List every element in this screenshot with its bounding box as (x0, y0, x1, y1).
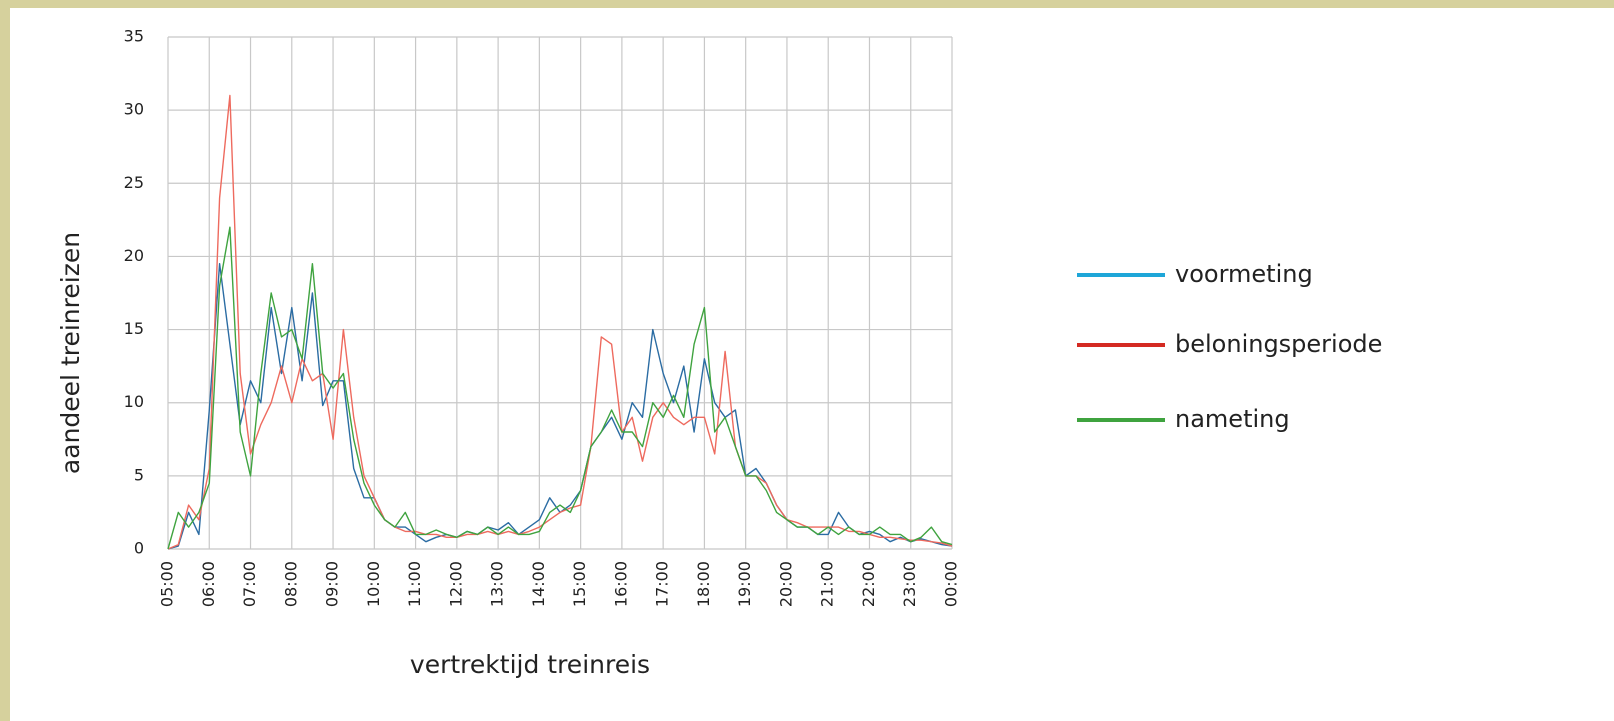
legend-label: nameting (1175, 405, 1290, 433)
x-axis-label: vertrektijd treinreis (410, 650, 650, 679)
y-axis-label: aandeel treinreizen (56, 232, 85, 474)
y-tick-label: 15 (124, 319, 144, 338)
x-tick-label: 12:00 (446, 561, 465, 607)
x-tick-label: 09:00 (323, 561, 342, 607)
x-tick-label: 05:00 (158, 561, 177, 607)
legend-label: voormeting (1175, 260, 1313, 288)
x-tick-label: 06:00 (199, 561, 218, 607)
legend-label: beloningsperiode (1175, 330, 1382, 358)
data-line (167, 94, 953, 550)
y-tick-label: 30 (124, 100, 144, 119)
x-tick-label: 15:00 (570, 561, 589, 607)
data-line (167, 226, 953, 550)
x-tick-label: 08:00 (281, 561, 300, 607)
y-tick-label: 10 (124, 392, 144, 411)
y-tick-label: 25 (124, 173, 144, 192)
x-tick-label: 19:00 (735, 561, 754, 607)
y-tick-label: 20 (124, 246, 144, 265)
x-tick-label: 11:00 (405, 561, 424, 607)
x-tick-label: 20:00 (776, 561, 795, 607)
y-tick-label: 5 (134, 465, 144, 484)
x-tick-label: 07:00 (240, 561, 259, 607)
x-tick-label: 21:00 (818, 561, 837, 607)
x-tick-label: 13:00 (488, 561, 507, 607)
y-tick-label: 0 (134, 539, 144, 558)
x-tick-label: 17:00 (653, 561, 672, 607)
x-tick-label: 23:00 (900, 561, 919, 607)
x-tick-label: 18:00 (694, 561, 713, 607)
x-tick-label: 22:00 (859, 561, 878, 607)
x-tick-label: 10:00 (364, 561, 383, 607)
x-tick-label: 00:00 (942, 561, 961, 607)
x-tick-label: 16:00 (611, 561, 630, 607)
y-tick-label: 35 (124, 27, 144, 46)
panel (10, 8, 1614, 721)
x-tick-label: 14:00 (529, 561, 548, 607)
